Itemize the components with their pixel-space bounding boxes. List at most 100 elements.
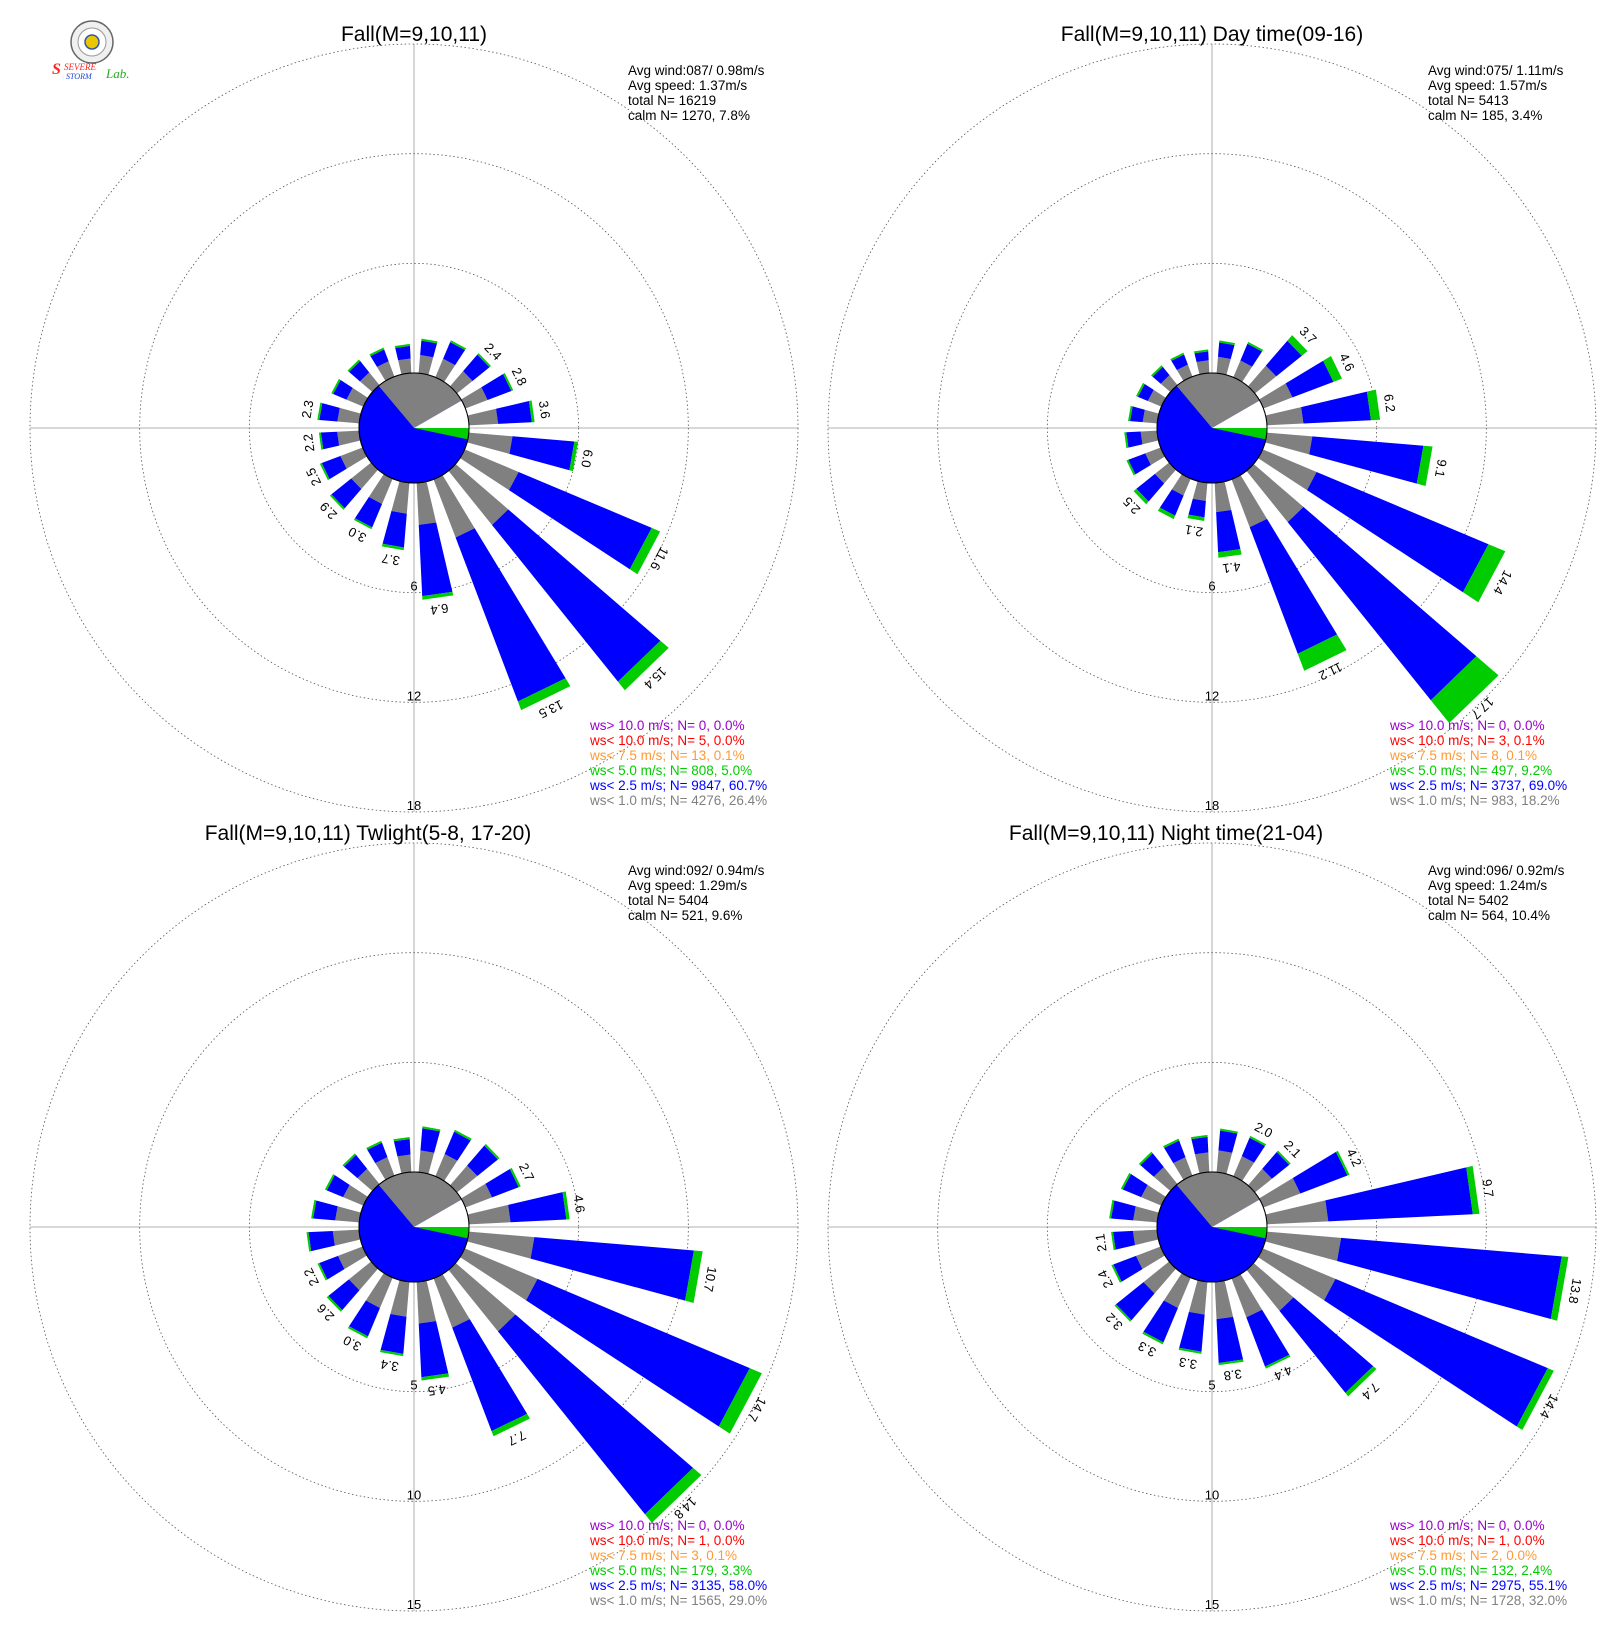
radial-grid-ring (827, 842, 1597, 1612)
sector-value-label: 3.7 (381, 551, 401, 569)
radial-tick-label: 10 (1205, 1487, 1219, 1502)
sector-bar-gray (1188, 1280, 1208, 1315)
sector-bar-green (381, 543, 404, 551)
sector-bar-green (421, 338, 438, 344)
sector-bar-gray (391, 481, 410, 514)
sector-bar-green (394, 343, 410, 348)
sector-bar-blue (1262, 1152, 1290, 1179)
sector-value-label: 4.6 (571, 1194, 588, 1214)
sector-bar-gray (1265, 432, 1313, 455)
sector-bar-green (491, 1413, 530, 1437)
stat-line: Avg speed: 1.37m/s (628, 78, 747, 93)
radial-grid-ring (1046, 1061, 1378, 1393)
sector-bar-blue (455, 528, 566, 702)
stat-line: calm N= 1270, 7.8% (628, 108, 750, 123)
sector-bar-blue (1115, 1282, 1155, 1321)
sector-bar-gray (1171, 474, 1191, 496)
sector-value-label: 4.2 (1343, 1146, 1364, 1169)
sector-bar-gray (397, 1154, 412, 1174)
legend-entry: ws< 10.0 m/s; N= 1, 0.0% (589, 1533, 745, 1548)
sector-bar-gray (1153, 1167, 1178, 1192)
sector-value-label: 10.7 (701, 1265, 720, 1293)
sector-bar-green (347, 1326, 369, 1339)
sector-bar-gray (460, 1248, 538, 1301)
sector-bar-gray (1233, 360, 1253, 382)
sector-bar-gray (1192, 481, 1208, 502)
sector-bar-green (1287, 335, 1308, 356)
sector-bar-blue (1136, 473, 1165, 502)
severe-storm-lab-logo: S SEVERE STORM Lab. (52, 20, 129, 81)
sector-bar-blue (526, 1278, 750, 1427)
sector-bar-gray (1214, 481, 1232, 513)
sector-bar-gray (398, 358, 412, 375)
sector-bar-green (477, 353, 492, 368)
radial-grid-ring (29, 43, 799, 813)
radial-tick-label: 18 (1205, 798, 1219, 813)
sector-bar-gray (1142, 409, 1159, 424)
sector-bar-green (1430, 656, 1499, 723)
sector-value-label: 9.7 (1479, 1178, 1496, 1198)
sector-value-label: 9.1 (1432, 458, 1450, 478)
sector-bar-blue (1325, 1167, 1473, 1222)
sector-bar-blue (313, 1200, 338, 1221)
sector-bar-gray (335, 1206, 361, 1223)
sector-bar-blue (420, 1128, 440, 1153)
sector-bar-blue (1113, 1255, 1143, 1282)
sector-bar-blue (1265, 340, 1302, 377)
sector-bar-green (1128, 405, 1133, 422)
sector-bar-green (685, 1250, 703, 1303)
sector-value-label: 4.6 (1336, 351, 1357, 374)
sector-bar-green (317, 1262, 328, 1281)
sector-bar-green (1247, 341, 1264, 352)
sector-bar-gray (1231, 1274, 1263, 1318)
stat-line: Avg wind:075/ 1.11m/s (1428, 63, 1564, 78)
sector-bar-green (1345, 1366, 1377, 1397)
sector-bar-gray (1265, 1231, 1342, 1261)
sector-bar-gray (1259, 1178, 1301, 1208)
sector-bar-green (342, 1153, 357, 1167)
chart-title: Fall(M=9,10,11) (341, 23, 487, 46)
sector-bar-gray (1163, 1273, 1191, 1309)
legend-entry: ws< 7.5 m/s; N= 3, 0.1% (589, 1548, 737, 1563)
legend-entry: ws< 2.5 m/s; N= 3737, 69.0% (1389, 778, 1567, 793)
hub-outline (1156, 372, 1268, 484)
radial-grid-ring (248, 262, 580, 594)
sector-value-label: 2.5 (303, 466, 324, 489)
sector-bar-green (1136, 382, 1145, 397)
sector-bar-green (380, 1349, 404, 1357)
sector-bar-gray (1196, 360, 1210, 375)
sector-bar-gray (418, 1150, 435, 1174)
sector-bar-blue (1164, 1140, 1186, 1164)
sector-bar-gray (460, 449, 519, 491)
sector-bar-gray (433, 1274, 470, 1328)
sector-bar-blue (1287, 506, 1477, 701)
sector-bar-gray (449, 371, 473, 394)
sector-value-label: 14.7 (744, 1395, 769, 1424)
sector-value-label: 2.1 (1092, 1233, 1109, 1253)
legend-entry: ws< 1.0 m/s; N= 1728, 32.0% (1389, 1593, 1567, 1608)
sector-bar-blue (367, 1142, 388, 1164)
sector-bar-gray (365, 1273, 393, 1309)
hub-green-sector (1212, 1227, 1267, 1239)
sector-bar-blue (508, 1192, 567, 1223)
sector-bar-green (1124, 432, 1129, 449)
sector-bar-blue (328, 1279, 360, 1311)
stat-line: Avg wind:087/ 0.98m/s (628, 63, 765, 78)
hub-green-sector (414, 428, 469, 440)
sector-bar-green (319, 463, 330, 481)
sector-bar-gray (343, 1184, 368, 1206)
sector-bar-gray (1258, 449, 1317, 491)
sector-bar-blue (1179, 1311, 1205, 1352)
sector-bar-green (450, 340, 467, 351)
sector-value-label: 3.4 (379, 1357, 399, 1375)
sector-value-label: 6.0 (578, 448, 596, 468)
radial-grid-ring (937, 153, 1487, 703)
sector-bar-blue (1217, 342, 1235, 360)
legend-entry: ws> 10.0 m/s; N= 0, 0.0% (589, 718, 745, 733)
sector-bar-green (617, 640, 669, 691)
sector-value-label: 3.0 (341, 1333, 364, 1355)
sector-bar-blue (485, 1168, 519, 1198)
sector-bar-blue (1249, 518, 1338, 654)
sector-bar-blue (1152, 366, 1170, 384)
sector-bar-green (1138, 1151, 1153, 1166)
